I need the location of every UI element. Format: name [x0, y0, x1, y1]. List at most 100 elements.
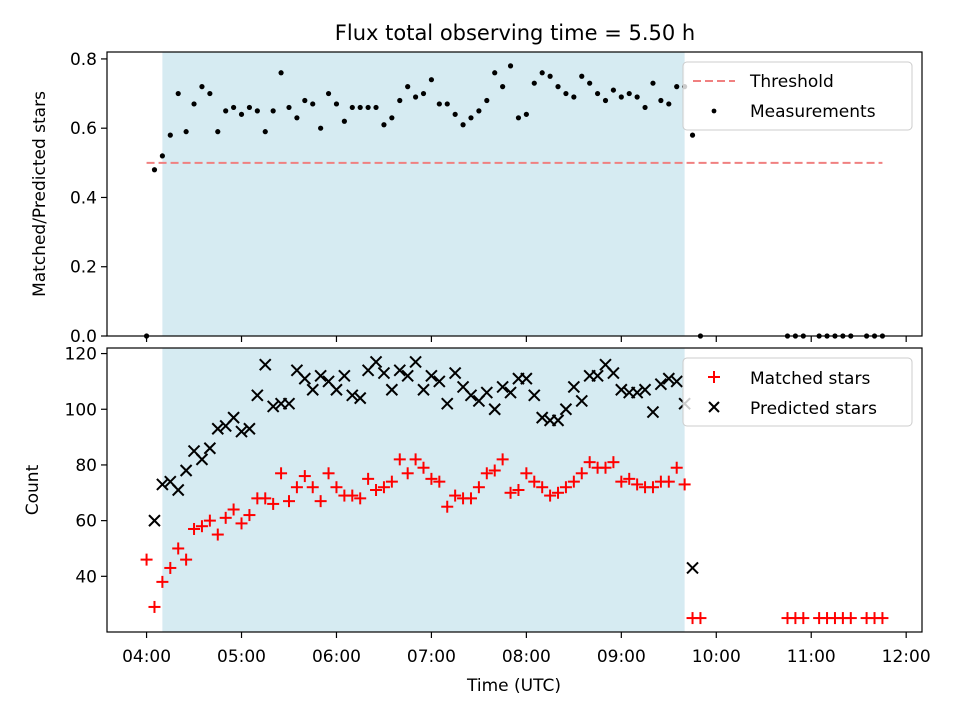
predicted-star-point — [401, 369, 414, 383]
measurement-point — [191, 101, 197, 107]
measurement-point — [310, 101, 316, 107]
matched-star-point — [536, 481, 549, 494]
predicted-star-point — [575, 394, 588, 408]
matched-star-point — [844, 612, 857, 625]
predicted-star-point — [282, 397, 296, 410]
top-legend-box — [682, 61, 913, 131]
measurement-point — [579, 73, 585, 79]
x-tick-label: 05:00 — [217, 647, 266, 667]
predicted-star-point — [211, 422, 224, 435]
predicted-star-point — [646, 405, 660, 419]
predicted-star-point — [156, 478, 169, 491]
measurement-point — [246, 104, 253, 111]
matched-star-point — [575, 467, 588, 480]
predicted-star-point — [306, 383, 319, 396]
predicted-star-point — [338, 369, 351, 383]
measurement-point — [563, 90, 569, 97]
matched-star-point — [425, 472, 438, 485]
predicted-star-point — [330, 383, 343, 396]
predicted-star-point — [448, 366, 462, 380]
matched-star-point — [417, 461, 430, 474]
x-tick-label: 06:00 — [312, 647, 361, 667]
predicted-star-point — [417, 383, 430, 396]
matched-star-point — [377, 481, 390, 494]
matched-star-point — [188, 522, 201, 535]
predicted-star-point — [496, 380, 509, 394]
predicted-star-point — [369, 355, 383, 369]
x-tick-label: 10:00 — [692, 647, 741, 667]
measurement-point — [373, 104, 379, 111]
matched-star-point — [385, 475, 398, 488]
predicted-star-point — [559, 403, 573, 416]
predicted-star-point — [567, 380, 581, 394]
x-tick-label: 04:00 — [122, 647, 171, 667]
predicted-legend-label: Predicted stars — [750, 399, 877, 419]
measurement-point — [238, 111, 245, 117]
predicted-star-point — [243, 422, 256, 435]
measurement-point — [634, 94, 640, 100]
measurement-point — [231, 104, 237, 111]
matched-star-point — [670, 461, 683, 474]
matched-star-point — [488, 464, 501, 477]
x-axis-label: Time (UTC) — [466, 676, 561, 696]
y-tick-label: 0.4 — [70, 188, 97, 208]
predicted-star-point — [314, 369, 327, 383]
measurement-point — [618, 94, 624, 100]
matched-star-point — [441, 500, 454, 513]
matched-star-point — [631, 478, 644, 491]
matched-star-point — [164, 561, 177, 574]
bottom-observing-window — [162, 348, 685, 632]
predicted-star-point — [654, 377, 668, 391]
measurement-point — [460, 122, 466, 128]
matched-star-point — [354, 492, 367, 505]
predicted-star-point — [346, 389, 359, 402]
measurement-point — [515, 115, 522, 121]
matched-star-point — [599, 461, 612, 474]
predicted-star-point — [464, 389, 478, 402]
matched-star-point — [227, 503, 240, 516]
predicted-star-point — [591, 369, 604, 383]
matched-star-point — [559, 481, 572, 494]
y-tick-label: 0.0 — [70, 327, 97, 347]
measurements-legend-icon — [711, 108, 717, 114]
predicted-star-point — [425, 369, 438, 383]
matched-star-point — [662, 475, 675, 488]
predicted-star-point — [235, 425, 248, 438]
predicted-star-point — [179, 464, 193, 477]
measurement-point — [650, 80, 656, 86]
measurement-point — [571, 94, 577, 100]
matched-star-point — [322, 467, 335, 480]
measurement-point — [444, 101, 450, 107]
matched-star-point — [243, 509, 256, 522]
matched-star-point — [797, 612, 810, 625]
measurement-point — [207, 90, 213, 97]
bottom-y-axis-label: Count — [23, 464, 43, 515]
predicted-star-point — [528, 389, 541, 402]
matched-star-point — [694, 612, 707, 625]
matched-star-point — [259, 492, 272, 505]
y-tick-label: 0.8 — [70, 50, 97, 70]
measurement-point — [539, 70, 545, 76]
predicted-star-point — [504, 386, 517, 399]
y-tick-label: 120 — [65, 345, 97, 365]
matched-star-point — [219, 511, 232, 524]
matched-star-point — [393, 453, 406, 466]
measurement-point — [389, 115, 395, 121]
measurement-point — [294, 115, 300, 121]
measurement-point — [215, 129, 221, 135]
predicted-star-point — [227, 411, 240, 424]
matched-star-point — [464, 492, 477, 505]
predicted-star-point — [670, 375, 683, 388]
measurement-point — [302, 97, 308, 104]
predicted-star-point — [203, 442, 217, 455]
measurement-point — [594, 90, 601, 97]
measurement-point — [199, 84, 205, 90]
top-observing-window — [162, 52, 685, 336]
predicted-star-point — [535, 411, 549, 424]
y-tick-label: 0.2 — [70, 258, 97, 278]
measurement-point — [223, 108, 229, 114]
measurement-point — [531, 80, 537, 86]
matched-star-point — [496, 453, 509, 466]
measurement-point — [507, 63, 514, 69]
